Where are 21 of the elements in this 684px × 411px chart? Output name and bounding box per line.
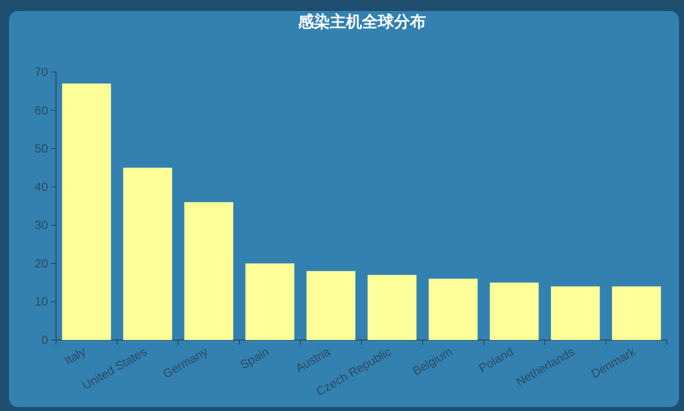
y-tick-label: 20 <box>34 256 48 270</box>
bar <box>306 271 356 340</box>
bar <box>62 83 111 340</box>
y-tick-label: 60 <box>34 103 48 118</box>
y-tick-label: 40 <box>34 180 48 194</box>
bar <box>184 202 234 340</box>
bar <box>490 282 539 340</box>
x-tick-label: Spain <box>238 344 272 372</box>
bar <box>123 168 172 340</box>
y-tick-label: 10 <box>34 294 48 309</box>
bar <box>428 278 478 340</box>
y-tick-label: 70 <box>34 65 48 79</box>
bar <box>550 286 600 340</box>
y-tick-label: 50 <box>34 142 48 156</box>
bar <box>245 263 294 340</box>
y-tick-label: 0 <box>41 333 48 347</box>
bar <box>612 286 661 340</box>
x-tick-label: Italy <box>62 344 88 368</box>
bar <box>368 274 416 340</box>
y-tick-label: 30 <box>34 218 48 232</box>
chart-title: 感染主机全球分布 <box>297 12 426 31</box>
